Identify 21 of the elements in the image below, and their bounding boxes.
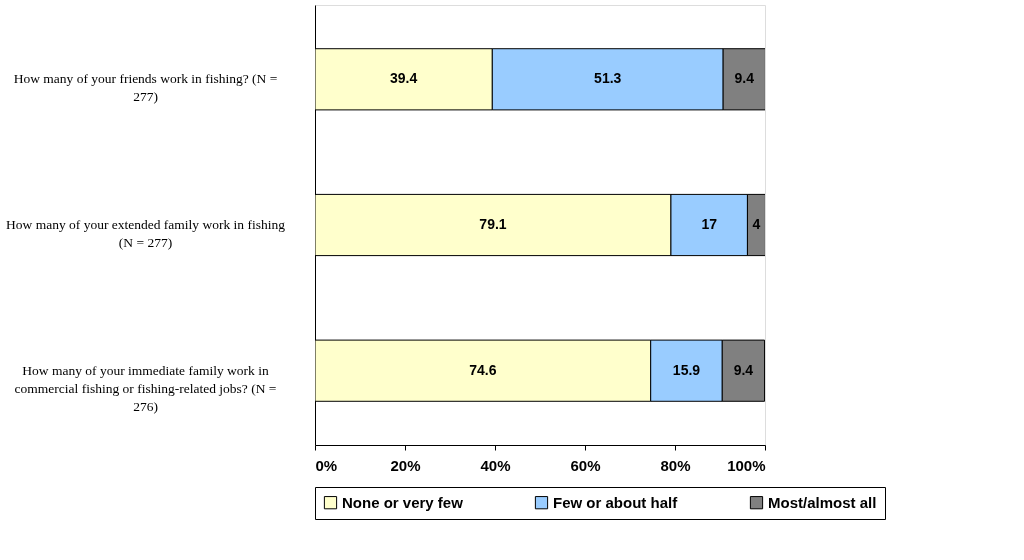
data-label: 79.1 <box>479 216 507 232</box>
legend-label: Few or about half <box>553 493 679 511</box>
x-tick-label: 0% <box>315 456 338 474</box>
data-label: 9.4 <box>733 361 754 378</box>
x-tick-label: 80% <box>660 456 691 474</box>
data-label: 9.4 <box>734 70 755 87</box>
y-tick-label: How many of your extended family work in fishing (N = 277) <box>6 217 286 250</box>
x-tick-label: 60% <box>570 456 601 474</box>
data-label: 15.9 <box>672 361 701 378</box>
legend-label: Most/almost all <box>768 493 877 511</box>
legend-label: None or very few <box>342 493 464 511</box>
x-tick-label: 100% <box>727 456 766 474</box>
y-tick-label: How many of your immediate family work in commercial fishing or fishing-related jobs? (N = 276) <box>14 362 277 414</box>
data-label: 51.3 <box>594 70 622 87</box>
data-label: 39.4 <box>390 70 418 87</box>
data-label: 74.6 <box>469 361 497 378</box>
data-label: 17 <box>701 216 718 232</box>
x-tick-label: 20% <box>390 456 421 474</box>
y-tick-label: How many of your friends work in fishing? (N = 277) <box>13 71 278 105</box>
x-tick-label: 40% <box>480 456 511 474</box>
data-label: 4 <box>752 216 761 232</box>
